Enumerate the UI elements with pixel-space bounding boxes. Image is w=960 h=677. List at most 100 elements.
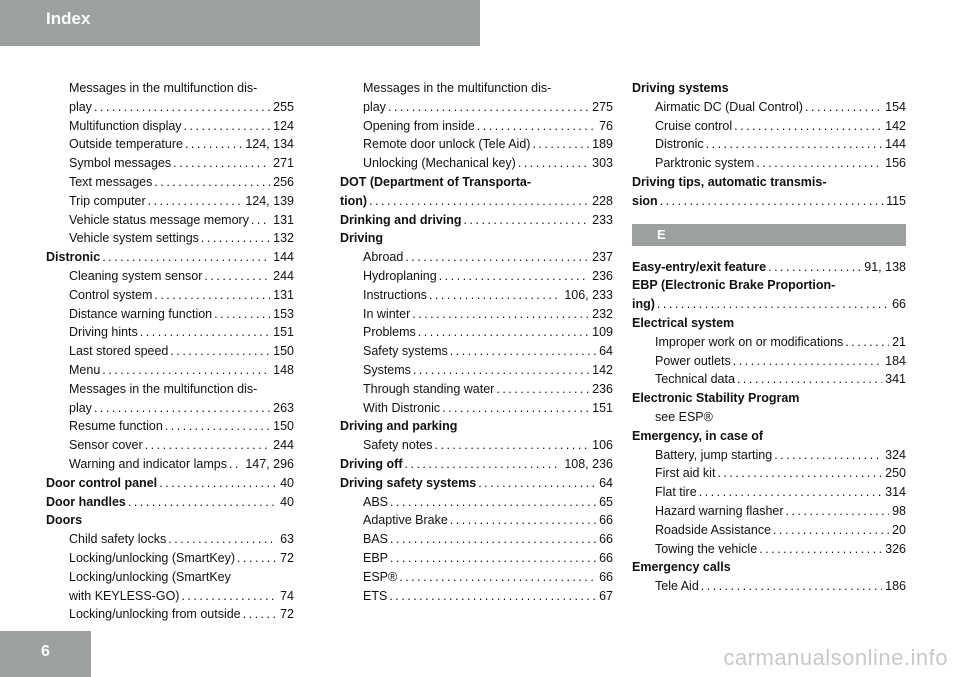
dot-leader <box>768 258 861 277</box>
dot-leader <box>170 342 270 361</box>
entry-text: BAS <box>363 532 389 547</box>
page-reference: 314 <box>885 485 906 500</box>
dot-leader <box>214 305 270 324</box>
entry-text: ETS <box>363 588 388 603</box>
dot-leader <box>477 117 596 136</box>
index-entry-heading: Emergency, in case of <box>632 427 906 446</box>
entry-text: play <box>69 400 92 415</box>
page-reference: 228 <box>592 193 613 208</box>
index-entry: Parktronic system 156 <box>632 154 906 173</box>
index-entry: Outside temperature 124, 134 <box>46 135 294 154</box>
entry-text: with KEYLESS-GO) <box>69 588 180 603</box>
entry-text: Cleaning system sensor <box>69 268 203 283</box>
dot-leader <box>786 502 890 521</box>
entry-text: Messages in the multifunction dis- <box>69 381 258 396</box>
page-reference: 237 <box>592 250 613 265</box>
entry-text: Emergency calls <box>632 560 731 575</box>
dot-leader <box>773 521 889 540</box>
entry-text: Systems <box>363 362 411 377</box>
page-reference: 341 <box>885 372 906 387</box>
dot-leader <box>145 436 270 455</box>
page-reference: 236 <box>592 268 613 283</box>
index-entry: Flat tire 314 <box>632 483 906 502</box>
dot-leader <box>102 248 270 267</box>
index-column-1: Messages in the multifunction dis-play 25… <box>46 79 294 624</box>
entry-text: ABS <box>363 494 389 509</box>
page-reference: 63 <box>280 532 294 547</box>
index-entry: Battery, jump starting 324 <box>632 446 906 465</box>
entry-text: Drinking and driving <box>340 212 462 227</box>
entry-text: Safety systems <box>363 344 448 359</box>
dot-leader <box>418 323 589 342</box>
index-entry: Driving hints 151 <box>46 323 294 342</box>
index-entry-heading: tion) 228 <box>340 192 613 211</box>
dot-leader <box>734 117 882 136</box>
page-reference: 124 <box>273 118 294 133</box>
page-reference: 64 <box>599 475 613 490</box>
index-entry-heading: Driving <box>340 229 613 248</box>
dot-leader <box>165 417 270 436</box>
index-entry: First aid kit 250 <box>632 464 906 483</box>
entry-text: Opening from inside <box>363 118 475 133</box>
page-reference: 21 <box>892 334 906 349</box>
entry-text: Driving safety systems <box>340 475 477 490</box>
index-entry: ESP® 66 <box>340 568 613 587</box>
entry-text: Through standing water <box>363 381 495 396</box>
dot-leader <box>140 323 270 342</box>
index-entry: play 255 <box>46 98 294 117</box>
page-reference: 275 <box>592 99 613 114</box>
page-reference: 150 <box>273 419 294 434</box>
entry-text: Distronic <box>46 250 101 265</box>
page-reference: 189 <box>592 137 613 152</box>
entry-text: Safety notes <box>363 438 433 453</box>
index-entry: Abroad 237 <box>340 248 613 267</box>
dot-leader <box>390 493 596 512</box>
page-reference: 40 <box>280 494 294 509</box>
index-entry: see ESP® <box>632 408 906 427</box>
index-column-3: Driving systems Airmatic DC (Dual Control… <box>632 79 906 596</box>
index-entry-heading: Driving systems <box>632 79 906 98</box>
index-entry-heading: sion 115 <box>632 192 906 211</box>
dot-leader <box>699 483 882 502</box>
page-reference: 271 <box>273 156 294 171</box>
entry-text: Resume function <box>69 419 163 434</box>
dot-leader <box>184 117 271 136</box>
index-entry: Systems 142 <box>340 361 613 380</box>
index-column-2: Messages in the multifunction dis-play 27… <box>340 79 613 605</box>
index-entry: Messages in the multifunction dis- <box>46 79 294 98</box>
index-entry: Locking/unlocking (SmartKey) 72 <box>46 549 294 568</box>
entry-text: Easy-entry/exit feature <box>632 259 767 274</box>
entry-text: Control system <box>69 287 153 302</box>
entry-text: Technical data <box>655 372 735 387</box>
entry-text: Door handles <box>46 494 126 509</box>
page-reference: 184 <box>885 353 906 368</box>
dot-leader <box>478 474 596 493</box>
dot-leader <box>657 295 889 314</box>
page-reference: 132 <box>273 231 294 246</box>
page-number: 6 <box>41 643 50 660</box>
dot-leader <box>405 455 562 474</box>
page-reference: 124, 139 <box>245 193 294 208</box>
entry-text: Warning and indicator lamps <box>69 456 227 471</box>
index-entry: Technical data 341 <box>632 370 906 389</box>
page-reference: 236 <box>592 381 613 396</box>
dot-leader <box>388 98 589 117</box>
index-entry-heading: Emergency calls <box>632 558 906 577</box>
page-reference: 148 <box>273 362 294 377</box>
entry-text: Distance warning function <box>69 306 213 321</box>
index-entry-heading: EBP (Electronic Brake Proportion- <box>632 276 906 295</box>
entry-text: Last stored speed <box>69 344 169 359</box>
entry-text: Multifunction display <box>69 118 182 133</box>
page-reference: 98 <box>892 503 906 518</box>
dot-leader <box>390 530 596 549</box>
index-entry: Unlocking (Mechanical key) 303 <box>340 154 613 173</box>
dot-leader <box>464 211 590 230</box>
dot-leader <box>450 511 596 530</box>
page-reference: 154 <box>885 99 906 114</box>
index-entry: Warning and indicator lamps 147, 296 <box>46 455 294 474</box>
entry-text: Hydroplaning <box>363 268 437 283</box>
dot-leader <box>251 211 270 230</box>
dot-leader <box>701 577 882 596</box>
entry-text: Locking/unlocking (SmartKey) <box>69 550 236 565</box>
index-entry-heading: ing) 66 <box>632 295 906 314</box>
